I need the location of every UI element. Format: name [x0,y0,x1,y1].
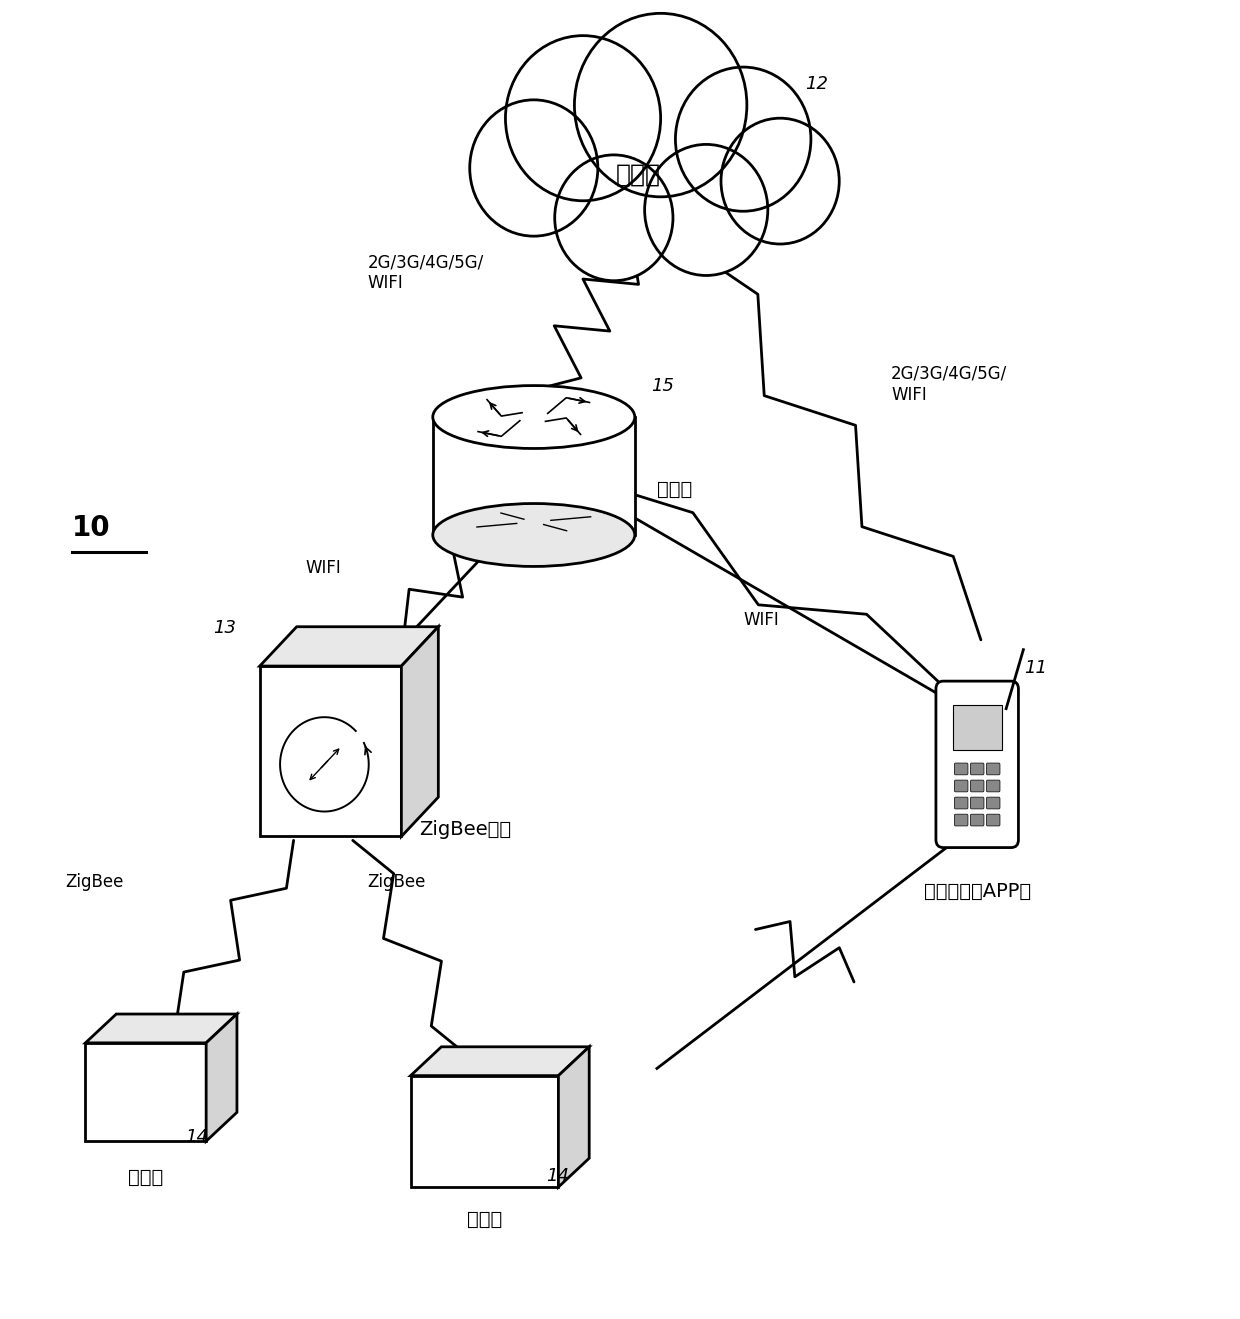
FancyBboxPatch shape [955,764,968,774]
Text: ZigBee: ZigBee [367,873,425,892]
Circle shape [574,13,746,197]
Text: 路由器: 路由器 [657,480,692,499]
Polygon shape [259,666,402,836]
Text: 移动终端（APP）: 移动终端（APP） [924,882,1030,901]
Text: 13: 13 [213,620,237,637]
FancyBboxPatch shape [955,814,968,826]
Polygon shape [558,1047,589,1187]
Text: ZigBee网关: ZigBee网关 [419,820,511,839]
Text: 服务器: 服务器 [616,162,661,186]
Text: 2G/3G/4G/5G/
WIFI: 2G/3G/4G/5G/ WIFI [367,253,484,293]
Polygon shape [952,704,1002,751]
Text: ZigBee: ZigBee [66,873,124,892]
Ellipse shape [433,385,635,448]
Polygon shape [433,417,635,536]
FancyBboxPatch shape [971,780,985,791]
Circle shape [506,36,661,200]
FancyBboxPatch shape [987,764,999,774]
FancyBboxPatch shape [936,681,1018,848]
Polygon shape [410,1047,589,1075]
Text: 14: 14 [546,1167,569,1186]
Text: 14: 14 [185,1128,208,1146]
Text: WIFI: WIFI [743,611,779,629]
Circle shape [554,154,673,281]
FancyBboxPatch shape [955,780,968,791]
Polygon shape [410,1075,558,1187]
FancyBboxPatch shape [971,814,985,826]
Text: 15: 15 [651,377,673,394]
Ellipse shape [433,504,635,566]
Text: 子设备: 子设备 [128,1169,164,1187]
Text: 10: 10 [72,514,110,542]
Polygon shape [86,1043,206,1141]
Text: 11: 11 [1024,658,1047,677]
Polygon shape [206,1014,237,1141]
Circle shape [645,144,768,276]
FancyBboxPatch shape [971,764,985,774]
Circle shape [470,100,598,236]
FancyBboxPatch shape [987,814,999,826]
Text: 子设备: 子设备 [467,1210,502,1229]
FancyBboxPatch shape [955,797,968,809]
Polygon shape [259,627,438,666]
Polygon shape [402,627,438,836]
Text: WIFI: WIFI [306,559,342,576]
Circle shape [676,67,811,211]
Circle shape [720,119,839,244]
FancyBboxPatch shape [987,797,999,809]
FancyBboxPatch shape [971,797,985,809]
Polygon shape [86,1014,237,1043]
FancyBboxPatch shape [987,780,999,791]
Text: 12: 12 [805,75,828,94]
Text: 2G/3G/4G/5G/
WIFI: 2G/3G/4G/5G/ WIFI [892,365,1007,404]
